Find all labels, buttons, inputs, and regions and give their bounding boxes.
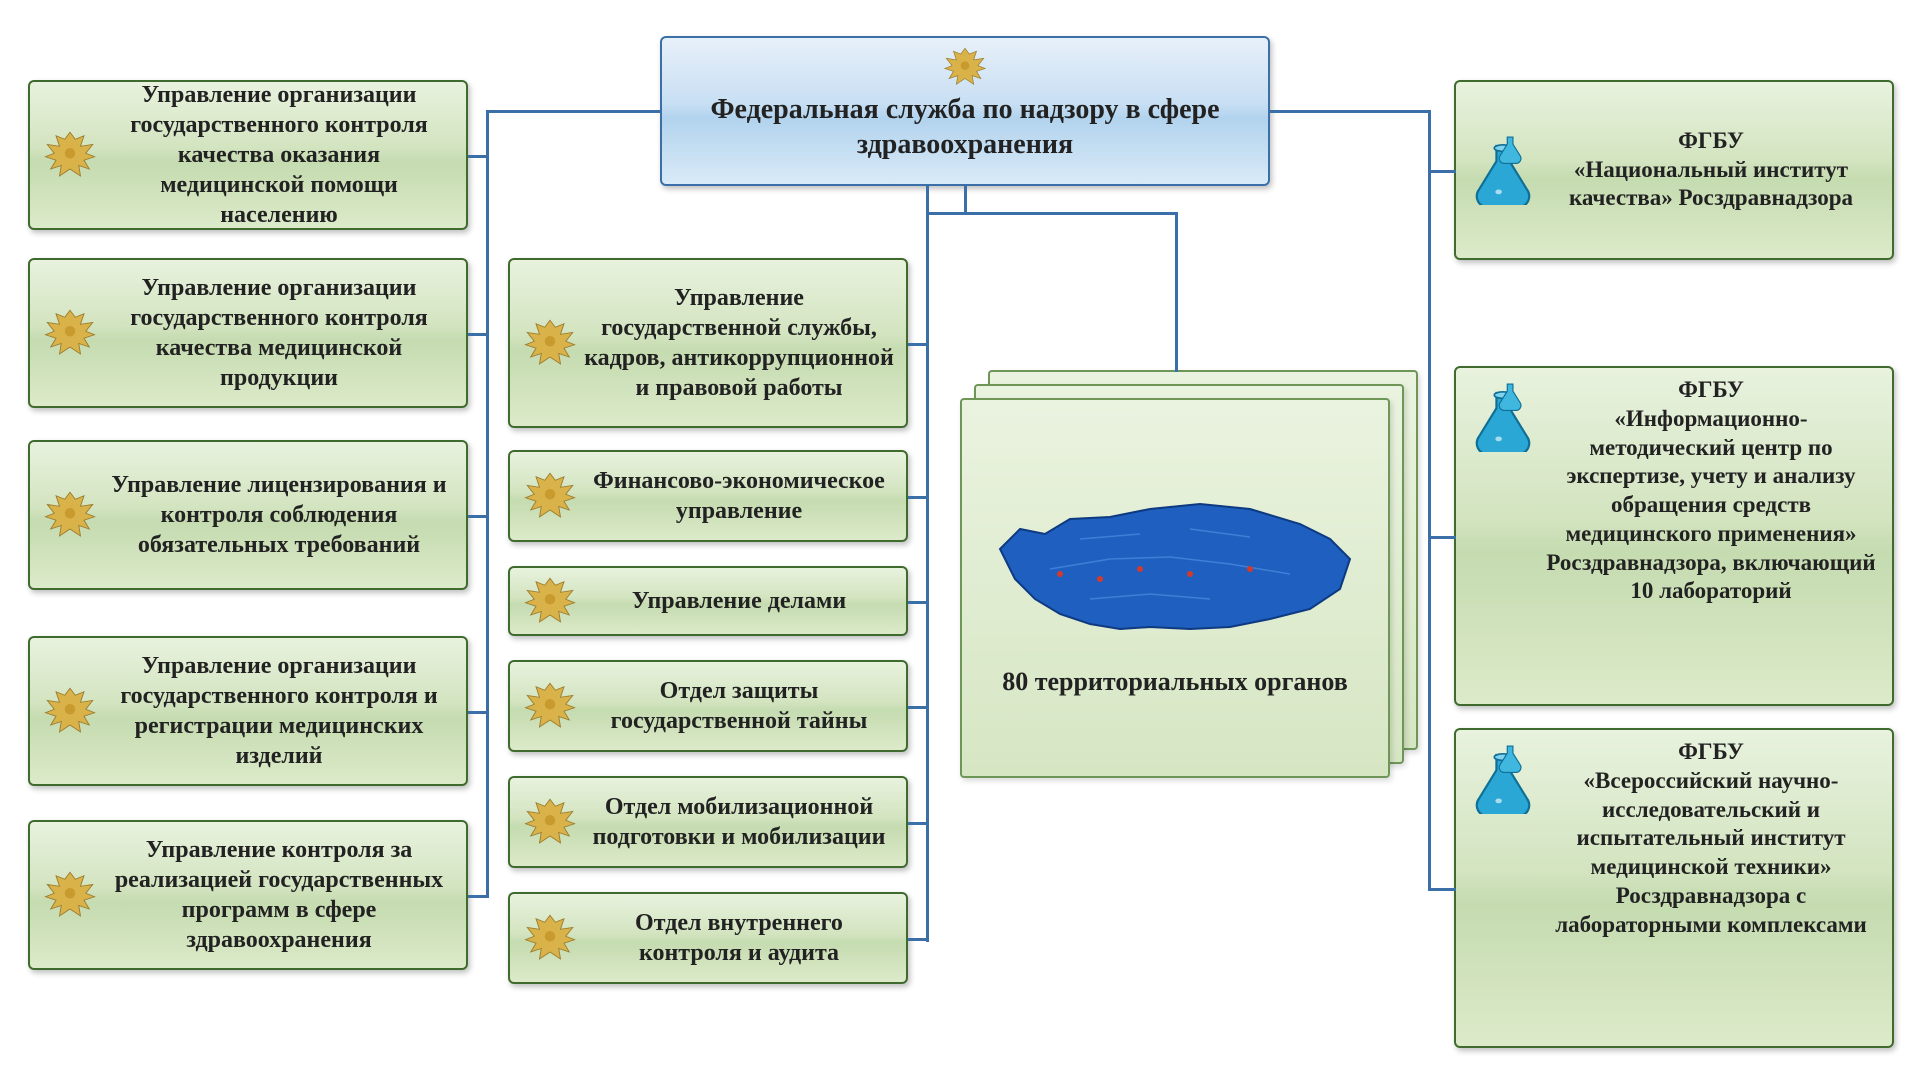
connector <box>486 110 489 898</box>
mid-node-0: Управление государственной службы, кадро… <box>508 258 908 428</box>
eagle-icon <box>522 794 578 850</box>
right-label-1: ФГБУ «Информационно-методический центр п… <box>1542 376 1880 606</box>
mid-node-3: Отдел защиты государственной тайны <box>508 660 908 752</box>
connector <box>468 711 488 714</box>
left-node-2: Управление лицензирования и контроля соб… <box>28 440 468 590</box>
mid-label-1: Финансово-экономическое управление <box>584 466 894 526</box>
connector <box>468 515 488 518</box>
connector <box>1428 170 1456 173</box>
mid-node-5: Отдел внутреннего контроля и аудита <box>508 892 908 984</box>
connector <box>964 186 967 214</box>
flask-icon <box>1468 382 1538 452</box>
connector <box>908 938 928 941</box>
connector <box>926 186 929 942</box>
right-label-0: ФГБУ «Национальный институт качества» Ро… <box>1542 127 1880 213</box>
connector <box>1428 888 1456 891</box>
connector <box>908 343 928 346</box>
connector <box>468 333 488 336</box>
mid-node-1: Финансово-экономическое управление <box>508 450 908 542</box>
territory-label: 80 территориальных органов <box>1002 667 1348 697</box>
left-node-1: Управление организации государственного … <box>28 258 468 408</box>
mid-node-4: Отдел мобилизационной подготовки и мобил… <box>508 776 908 868</box>
connector <box>1175 212 1178 372</box>
eagle-icon <box>522 910 578 966</box>
connector <box>1428 110 1431 890</box>
connector <box>468 895 488 898</box>
right-node-2: ФГБУ «Всероссийский научно-исследователь… <box>1454 728 1894 1048</box>
eagle-icon <box>522 468 578 524</box>
connector <box>908 601 928 604</box>
connector <box>468 155 488 158</box>
right-node-0: ФГБУ «Национальный институт качества» Ро… <box>1454 80 1894 260</box>
connector <box>908 822 928 825</box>
right-node-1: ФГБУ «Информационно-методический центр п… <box>1454 366 1894 706</box>
territory-node: 80 территориальных органов <box>960 398 1390 778</box>
left-node-0: Управление организации государственного … <box>28 80 468 230</box>
russia-map-icon <box>990 479 1360 649</box>
mid-label-4: Отдел мобилизационной подготовки и мобил… <box>584 792 894 852</box>
mid-label-0: Управление государственной службы, кадро… <box>584 283 894 403</box>
eagle-icon <box>522 315 578 371</box>
flask-icon <box>1468 744 1538 814</box>
connector <box>926 212 1178 215</box>
mid-label-2: Управление делами <box>584 586 894 616</box>
mid-label-5: Отдел внутреннего контроля и аудита <box>584 908 894 968</box>
eagle-icon <box>42 305 98 361</box>
right-label-2: ФГБУ «Всероссийский научно-исследователь… <box>1542 738 1880 939</box>
left-label-3: Управление организации государственного … <box>104 651 454 771</box>
eagle-icon <box>42 683 98 739</box>
connector <box>486 110 660 113</box>
left-label-0: Управление организации государственного … <box>104 80 454 230</box>
eagle-icon <box>942 44 988 90</box>
mid-label-3: Отдел защиты государственной тайны <box>584 676 894 736</box>
eagle-icon <box>522 573 578 629</box>
connector <box>908 706 928 709</box>
left-label-2: Управление лицензирования и контроля соб… <box>104 470 454 560</box>
left-node-4: Управление контроля за реализацией госуд… <box>28 820 468 970</box>
flask-icon <box>1468 135 1538 205</box>
connector <box>1270 110 1430 113</box>
eagle-icon <box>42 867 98 923</box>
eagle-icon <box>42 487 98 543</box>
left-label-4: Управление контроля за реализацией госуд… <box>104 835 454 955</box>
eagle-icon <box>522 678 578 734</box>
left-label-1: Управление организации государственного … <box>104 273 454 393</box>
left-node-3: Управление организации государственного … <box>28 636 468 786</box>
connector <box>908 496 928 499</box>
eagle-icon <box>42 127 98 183</box>
connector <box>1428 536 1456 539</box>
root-title: Федеральная служба по надзору в сфере зд… <box>674 92 1256 176</box>
root-node: Федеральная служба по надзору в сфере зд… <box>660 36 1270 186</box>
mid-node-2: Управление делами <box>508 566 908 636</box>
